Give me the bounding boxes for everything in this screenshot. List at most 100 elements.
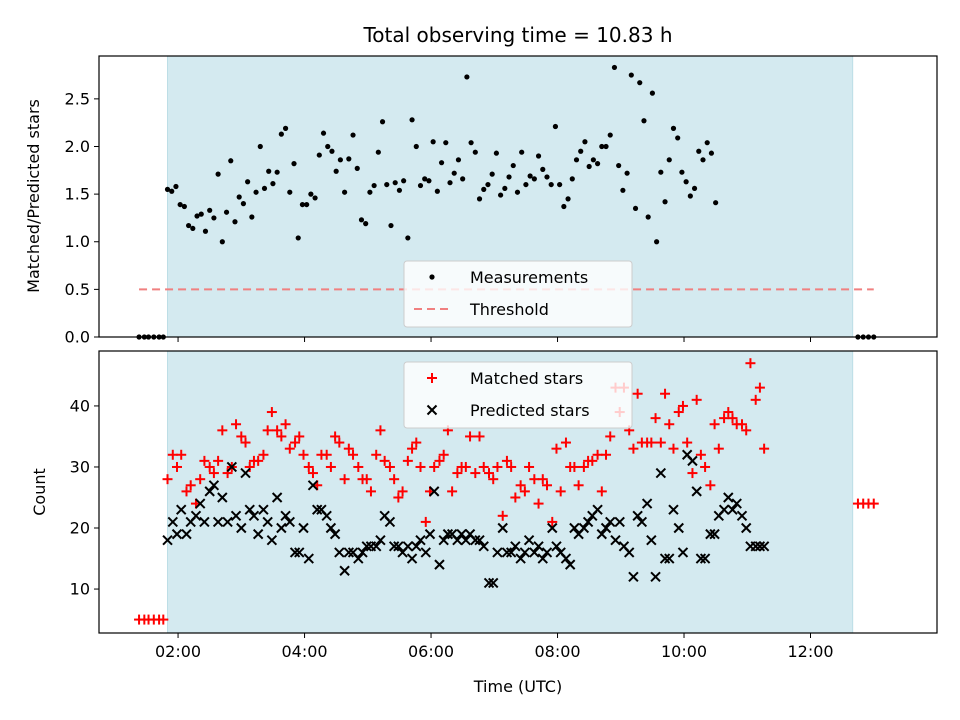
data-point bbox=[624, 170, 630, 176]
data-point bbox=[303, 553, 314, 564]
y-tick-label: 10 bbox=[70, 580, 90, 599]
data-point bbox=[687, 193, 693, 199]
data-point bbox=[451, 170, 457, 176]
data-point bbox=[654, 239, 660, 245]
data-point bbox=[736, 510, 748, 522]
data-point bbox=[649, 90, 655, 96]
data-point bbox=[590, 157, 596, 163]
data-point bbox=[208, 480, 220, 491]
data-point bbox=[428, 486, 440, 497]
data-point bbox=[217, 425, 228, 436]
data-point bbox=[529, 547, 540, 558]
data-point bbox=[194, 213, 200, 219]
data-point bbox=[384, 461, 395, 472]
data-point bbox=[198, 211, 204, 217]
data-point bbox=[641, 498, 653, 509]
data-point bbox=[236, 522, 247, 534]
data-point bbox=[245, 179, 251, 185]
data-point bbox=[515, 553, 526, 564]
data-point bbox=[213, 455, 224, 466]
data-point bbox=[452, 535, 463, 546]
data-point bbox=[348, 449, 359, 460]
data-point bbox=[560, 553, 572, 564]
data-point bbox=[353, 461, 364, 472]
data-point bbox=[468, 140, 474, 146]
data-point bbox=[632, 205, 639, 212]
data-point bbox=[164, 186, 171, 192]
data-point bbox=[650, 571, 661, 583]
data-point bbox=[607, 132, 613, 138]
data-point bbox=[705, 528, 716, 540]
data-point bbox=[605, 516, 616, 528]
data-point bbox=[343, 547, 355, 558]
legend-label: Measurements bbox=[470, 268, 588, 287]
data-point bbox=[257, 143, 263, 150]
data-point bbox=[397, 486, 408, 497]
data-point bbox=[488, 474, 499, 485]
data-point bbox=[219, 239, 225, 245]
data-point bbox=[176, 449, 187, 460]
data-point bbox=[489, 171, 495, 177]
data-point bbox=[673, 522, 684, 534]
data-point bbox=[519, 486, 530, 497]
bottom-y-axis-label: Count bbox=[30, 468, 49, 516]
data-point bbox=[569, 522, 580, 534]
data-point bbox=[217, 492, 228, 503]
data-point bbox=[658, 169, 664, 175]
data-point bbox=[650, 413, 661, 424]
data-point bbox=[481, 186, 487, 192]
data-point bbox=[236, 431, 247, 442]
data-point bbox=[677, 400, 688, 411]
data-point bbox=[215, 171, 221, 177]
data-point bbox=[719, 413, 730, 424]
data-point bbox=[452, 468, 463, 479]
data-point bbox=[392, 180, 398, 186]
data-point bbox=[683, 179, 689, 185]
data-point bbox=[447, 486, 458, 497]
data-point bbox=[646, 437, 657, 448]
data-point bbox=[365, 486, 376, 497]
data-point bbox=[493, 150, 499, 156]
data-point bbox=[551, 541, 562, 552]
data-point bbox=[287, 189, 293, 195]
data-point bbox=[443, 140, 449, 146]
data-point bbox=[393, 492, 404, 503]
data-point bbox=[569, 461, 580, 472]
data-point bbox=[371, 182, 377, 189]
data-point bbox=[402, 455, 413, 466]
data-point bbox=[442, 528, 454, 540]
data-point bbox=[249, 214, 255, 220]
data-point bbox=[464, 74, 470, 80]
data-point bbox=[274, 169, 280, 175]
data-point bbox=[282, 125, 289, 131]
data-point bbox=[560, 437, 571, 448]
data-point bbox=[361, 474, 372, 485]
data-point bbox=[515, 480, 526, 491]
data-point bbox=[660, 388, 671, 399]
data-point bbox=[177, 201, 183, 208]
data-point bbox=[415, 461, 426, 472]
data-point bbox=[426, 178, 432, 184]
data-point bbox=[497, 510, 508, 521]
data-point bbox=[420, 516, 431, 527]
data-point bbox=[289, 547, 301, 558]
data-point bbox=[754, 541, 766, 552]
data-point bbox=[316, 152, 322, 158]
data-point bbox=[299, 201, 306, 208]
data-point bbox=[244, 504, 255, 515]
data-point bbox=[411, 541, 422, 552]
data-point bbox=[723, 407, 734, 418]
data-point bbox=[240, 467, 251, 479]
data-point bbox=[379, 119, 386, 125]
data-point bbox=[276, 522, 287, 534]
legend-label: Matched stars bbox=[470, 369, 583, 388]
data-point bbox=[544, 174, 550, 180]
plot-frame bbox=[98, 350, 938, 634]
data-point bbox=[204, 486, 215, 497]
data-point bbox=[564, 559, 576, 570]
data-point bbox=[655, 437, 666, 448]
data-point bbox=[600, 522, 612, 534]
data-point bbox=[333, 168, 339, 174]
data-point bbox=[586, 163, 592, 170]
data-point bbox=[533, 541, 544, 552]
